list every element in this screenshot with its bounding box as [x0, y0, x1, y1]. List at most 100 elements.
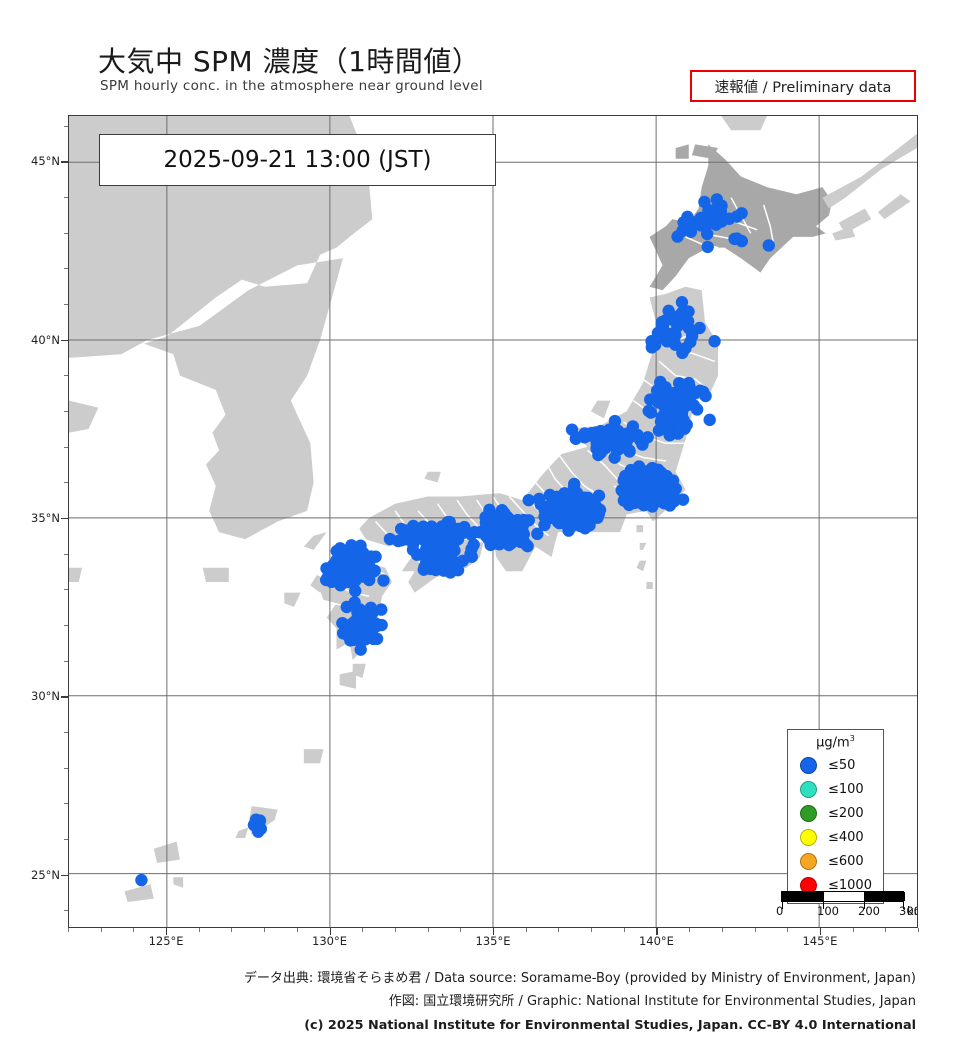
station-point[interactable] [660, 480, 673, 493]
station-point[interactable] [675, 296, 689, 309]
amami-oshima [303, 749, 324, 764]
station-point[interactable] [321, 570, 334, 584]
station-point[interactable] [674, 394, 688, 408]
station-point[interactable] [671, 230, 684, 243]
station-point[interactable] [698, 217, 711, 231]
station-point[interactable] [642, 404, 655, 418]
scale-bar-graphic [781, 891, 905, 909]
station-point[interactable] [657, 393, 670, 407]
station-point[interactable] [617, 474, 630, 487]
station-point[interactable] [351, 564, 365, 577]
station-point[interactable] [693, 321, 706, 335]
x-axis-minor-tick [558, 928, 560, 932]
station-point[interactable] [612, 442, 626, 456]
station-point[interactable] [676, 346, 689, 360]
station-point[interactable] [592, 489, 606, 502]
station-point[interactable] [522, 493, 535, 507]
station-point[interactable] [443, 515, 456, 529]
station-point[interactable] [484, 529, 497, 542]
station-point[interactable] [442, 529, 455, 542]
station-point[interactable] [701, 227, 714, 241]
x-axis-minor-tick [754, 928, 756, 932]
station-point[interactable] [647, 466, 660, 479]
station-point[interactable] [538, 510, 551, 523]
station-point[interactable] [710, 193, 724, 206]
station-point[interactable] [546, 490, 559, 504]
station-point[interactable] [701, 240, 714, 254]
y-axis-minor-tick [64, 303, 68, 305]
station-point[interactable] [675, 414, 688, 427]
station-point[interactable] [708, 335, 721, 348]
station-point[interactable] [568, 518, 581, 531]
station-point[interactable] [657, 331, 670, 344]
station-point[interactable] [567, 481, 581, 494]
station-point[interactable] [671, 427, 685, 440]
station-point[interactable] [762, 239, 775, 252]
station-point[interactable] [424, 562, 437, 576]
station-point[interactable] [645, 335, 658, 348]
map-plot-area[interactable]: 2025-09-21 13:00 (JST) µg/m3 ≤50 ≤100 ≤200… [68, 115, 918, 928]
station-point[interactable] [429, 523, 442, 536]
station-point[interactable] [366, 606, 379, 619]
station-point[interactable] [649, 495, 662, 509]
station-point[interactable] [623, 445, 636, 458]
station-point[interactable] [681, 315, 695, 328]
station-point[interactable] [632, 490, 646, 503]
sado-island [590, 400, 611, 419]
station-point[interactable] [356, 606, 369, 620]
station-point[interactable] [561, 509, 574, 522]
station-point[interactable] [656, 383, 669, 397]
station-point[interactable] [659, 409, 672, 422]
station-point[interactable] [349, 584, 362, 598]
station-point[interactable] [669, 338, 682, 351]
station-points-layer [135, 193, 775, 887]
station-point[interactable] [451, 522, 465, 535]
station-point[interactable] [436, 552, 450, 565]
station-point[interactable] [417, 547, 431, 560]
station-point[interactable] [447, 563, 460, 576]
station-point[interactable] [494, 530, 507, 544]
station-point[interactable] [253, 814, 267, 827]
station-point[interactable] [578, 427, 591, 440]
station-point[interactable] [354, 539, 367, 552]
station-point[interactable] [622, 498, 636, 512]
station-point[interactable] [377, 574, 390, 587]
station-point[interactable] [354, 643, 367, 656]
station-point[interactable] [655, 315, 669, 329]
kerama-islands [235, 827, 249, 839]
station-point[interactable] [680, 217, 694, 231]
station-point[interactable] [335, 543, 348, 557]
station-point[interactable] [683, 380, 696, 393]
station-point[interactable] [663, 490, 677, 503]
station-point[interactable] [703, 413, 716, 427]
station-point[interactable] [636, 438, 649, 451]
station-point[interactable] [698, 195, 711, 209]
station-point[interactable] [636, 465, 650, 479]
station-point[interactable] [661, 421, 674, 434]
station-point[interactable] [715, 215, 728, 228]
station-point[interactable] [625, 430, 639, 443]
station-point[interactable] [662, 304, 675, 318]
station-point[interactable] [362, 622, 376, 635]
station-point[interactable] [531, 527, 544, 541]
station-point[interactable] [730, 232, 744, 245]
station-point[interactable] [135, 873, 148, 887]
station-point[interactable] [532, 492, 546, 506]
station-point[interactable] [588, 498, 602, 512]
station-point[interactable] [468, 525, 481, 539]
station-point[interactable] [451, 533, 465, 546]
station-point[interactable] [578, 500, 591, 514]
station-point[interactable] [676, 493, 690, 506]
legend-unit-exponent: 3 [849, 734, 855, 743]
station-point[interactable] [400, 533, 413, 546]
station-point[interactable] [592, 448, 605, 462]
station-point[interactable] [558, 487, 571, 500]
station-point[interactable] [694, 384, 707, 397]
station-point[interactable] [517, 527, 531, 541]
station-point[interactable] [344, 634, 357, 647]
station-point[interactable] [340, 600, 353, 614]
station-point[interactable] [333, 560, 347, 573]
station-point[interactable] [685, 329, 699, 343]
station-point[interactable] [517, 513, 531, 527]
station-point[interactable] [486, 509, 500, 523]
